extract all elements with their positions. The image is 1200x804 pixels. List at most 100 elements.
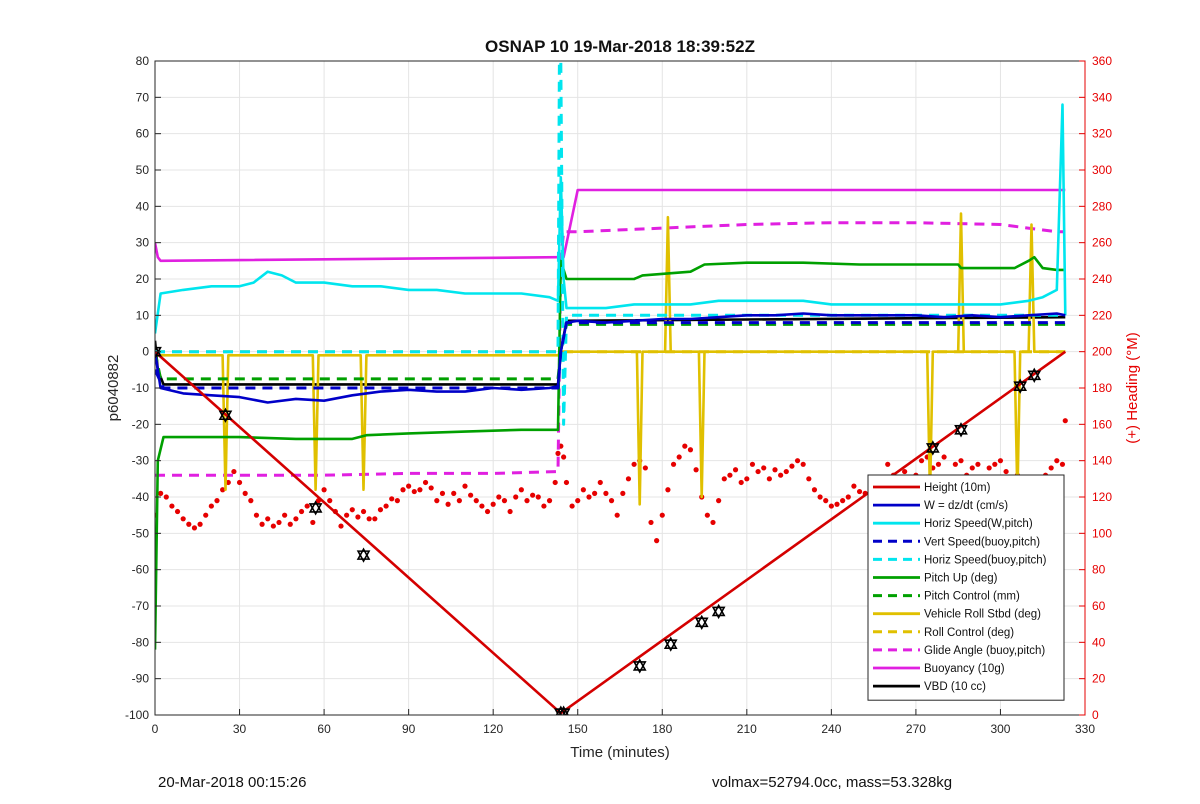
heading-point: [462, 483, 468, 489]
legend-label: Vert Speed(buoy,pitch): [924, 536, 1040, 548]
heading-point: [732, 467, 739, 473]
heading-point: [383, 503, 389, 509]
heading-point: [282, 512, 288, 518]
heading-point: [778, 472, 784, 478]
heading-point: [738, 479, 744, 486]
y-right-tick-label: 260: [1092, 236, 1112, 250]
y-right-tick-label: 220: [1092, 308, 1112, 322]
y-right-tick-label: 60: [1092, 599, 1106, 613]
y-left-tick-label: 30: [136, 236, 150, 250]
heading-point: [411, 488, 417, 495]
heading-point: [761, 465, 767, 471]
dive-marker: [694, 614, 709, 628]
series-line-pitch-up-deg: [155, 255, 1066, 650]
y-left-tick-label: -70: [132, 599, 150, 613]
heading-point: [1054, 458, 1060, 464]
y-right-tick-label: 340: [1092, 90, 1112, 104]
heading-point: [794, 458, 801, 464]
heading-point: [1048, 465, 1054, 471]
x-axis-label: Time (minutes): [570, 744, 669, 761]
heading-point: [174, 508, 181, 515]
dive-marker: [1013, 378, 1028, 391]
dive-marker: [356, 547, 371, 560]
dive-marker: [663, 639, 678, 652]
y-left-tick-label: -50: [132, 526, 150, 540]
heading-point: [783, 468, 789, 475]
heading-point: [186, 521, 192, 527]
y-right-tick-label: 160: [1092, 417, 1112, 431]
heading-point: [552, 479, 558, 486]
heading-point: [885, 461, 891, 467]
y-left-tick-label: -10: [132, 381, 150, 395]
y-left-tick-label: -60: [132, 563, 150, 577]
heading-point: [958, 458, 964, 464]
legend-label: Height (10m): [924, 482, 991, 494]
legend-label: VBD (10 cc): [924, 681, 986, 693]
heading-point: [631, 461, 637, 467]
heading-point: [158, 490, 164, 496]
heading-point: [716, 498, 722, 504]
y-right-tick-label: 0: [1092, 708, 1099, 722]
legend-label: Vehicle Roll Stbd (deg): [924, 609, 1041, 621]
heading-point: [952, 461, 958, 467]
x-tick-label: 120: [483, 722, 503, 736]
heading-point: [501, 498, 508, 504]
heading-point: [445, 501, 451, 507]
heading-point: [360, 508, 367, 515]
heading-point: [997, 458, 1004, 464]
y-right-tick-label: 320: [1092, 127, 1112, 141]
x-tick-label: 330: [1075, 722, 1095, 736]
heading-point: [608, 498, 615, 504]
dive-marker: [1027, 370, 1042, 383]
y-right-tick-label: 240: [1092, 272, 1112, 286]
y-axis-label-left: p6040882: [105, 355, 122, 422]
heading-point: [468, 492, 474, 498]
legend: Height (10m) W = dz/dt (cm/s) Horiz Speed(…: [867, 474, 1065, 701]
heading-point: [434, 498, 440, 504]
heading-point: [451, 490, 457, 496]
heading-point: [530, 492, 536, 498]
y-right-tick-label: 140: [1092, 454, 1112, 468]
heading-point: [625, 476, 632, 482]
y-left-tick-label: -90: [132, 672, 150, 686]
heading-point: [473, 498, 479, 504]
legend-label: Horiz Speed(buoy,pitch): [924, 554, 1047, 566]
heading-point: [592, 490, 598, 496]
heading-point: [575, 498, 581, 504]
heading-point: [321, 487, 327, 493]
heading-point: [654, 538, 660, 544]
y-axis-label-right: (+) Heading (°M): [1124, 332, 1141, 443]
heading-point: [800, 461, 806, 467]
x-tick-label: 180: [652, 722, 672, 736]
axis-ticks: 0 30 60 90 120 150 180 210 240 270 300 330-100-90-8…: [125, 54, 1112, 736]
dive-marker: [925, 440, 940, 453]
heading-point: [372, 516, 378, 522]
heading-point: [400, 487, 406, 493]
heading-point: [975, 461, 981, 467]
y-left-tick-label: 10: [136, 308, 150, 322]
heading-point: [1003, 468, 1009, 475]
heading-point: [389, 496, 395, 502]
heading-point: [806, 476, 812, 482]
heading-point: [270, 523, 276, 529]
heading-point: [191, 525, 198, 531]
dive-marker: [356, 550, 371, 563]
x-tick-label: 30: [233, 722, 247, 736]
dive-marker: [1013, 381, 1028, 394]
y-left-tick-label: 60: [136, 127, 150, 141]
heading-point: [642, 465, 648, 471]
chart: 0 30 60 90 120 150 180 210 240 270 300 330-100-90-8…: [105, 37, 1141, 761]
y-left-tick-label: -80: [132, 635, 150, 649]
heading-point: [856, 488, 863, 495]
heading-point: [248, 498, 254, 504]
heading-point: [293, 516, 299, 522]
heading-point: [344, 512, 350, 518]
heading-point: [310, 519, 316, 526]
y-right-tick-label: 280: [1092, 199, 1112, 213]
heading-point: [203, 512, 209, 518]
heading-point: [704, 512, 710, 518]
dive-marker: [663, 636, 678, 649]
x-tick-label: 240: [821, 722, 841, 736]
dive-marker: [155, 346, 162, 360]
y-left-tick-label: 80: [136, 54, 150, 68]
